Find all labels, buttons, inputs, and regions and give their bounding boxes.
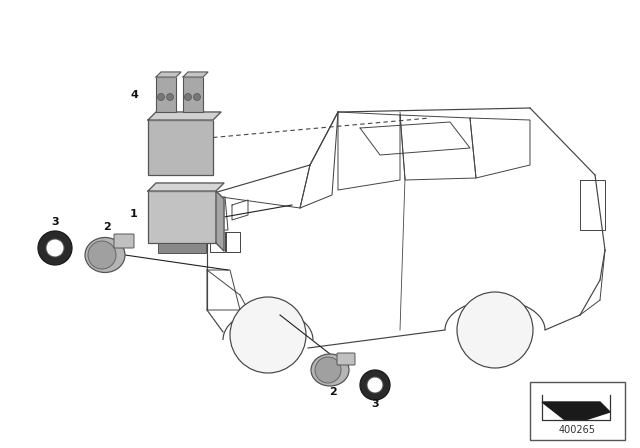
Text: 3: 3: [371, 399, 379, 409]
Circle shape: [38, 231, 72, 265]
Circle shape: [157, 94, 164, 100]
Polygon shape: [542, 402, 610, 420]
Bar: [156, 77, 176, 112]
Ellipse shape: [85, 237, 125, 272]
Circle shape: [46, 239, 64, 257]
Circle shape: [457, 292, 533, 368]
Polygon shape: [156, 72, 181, 77]
Text: 400265: 400265: [559, 425, 596, 435]
Circle shape: [166, 94, 173, 100]
Polygon shape: [148, 183, 224, 191]
Bar: [158, 243, 206, 253]
Polygon shape: [216, 191, 224, 251]
Text: 2: 2: [329, 387, 337, 397]
Circle shape: [193, 94, 200, 100]
Text: 3: 3: [51, 217, 59, 227]
Bar: [183, 77, 203, 112]
Text: 2: 2: [103, 222, 111, 232]
Polygon shape: [148, 112, 221, 120]
Polygon shape: [183, 72, 208, 77]
Bar: [148, 120, 213, 175]
Circle shape: [88, 241, 116, 269]
Text: 1: 1: [130, 209, 138, 219]
Circle shape: [360, 370, 390, 400]
FancyBboxPatch shape: [337, 353, 355, 365]
Circle shape: [230, 297, 306, 373]
Text: 4: 4: [130, 90, 138, 100]
Circle shape: [315, 357, 341, 383]
Bar: [148, 191, 216, 243]
Bar: [530, 382, 625, 440]
FancyBboxPatch shape: [114, 234, 134, 248]
Circle shape: [184, 94, 191, 100]
Ellipse shape: [311, 354, 349, 386]
Circle shape: [367, 377, 383, 393]
